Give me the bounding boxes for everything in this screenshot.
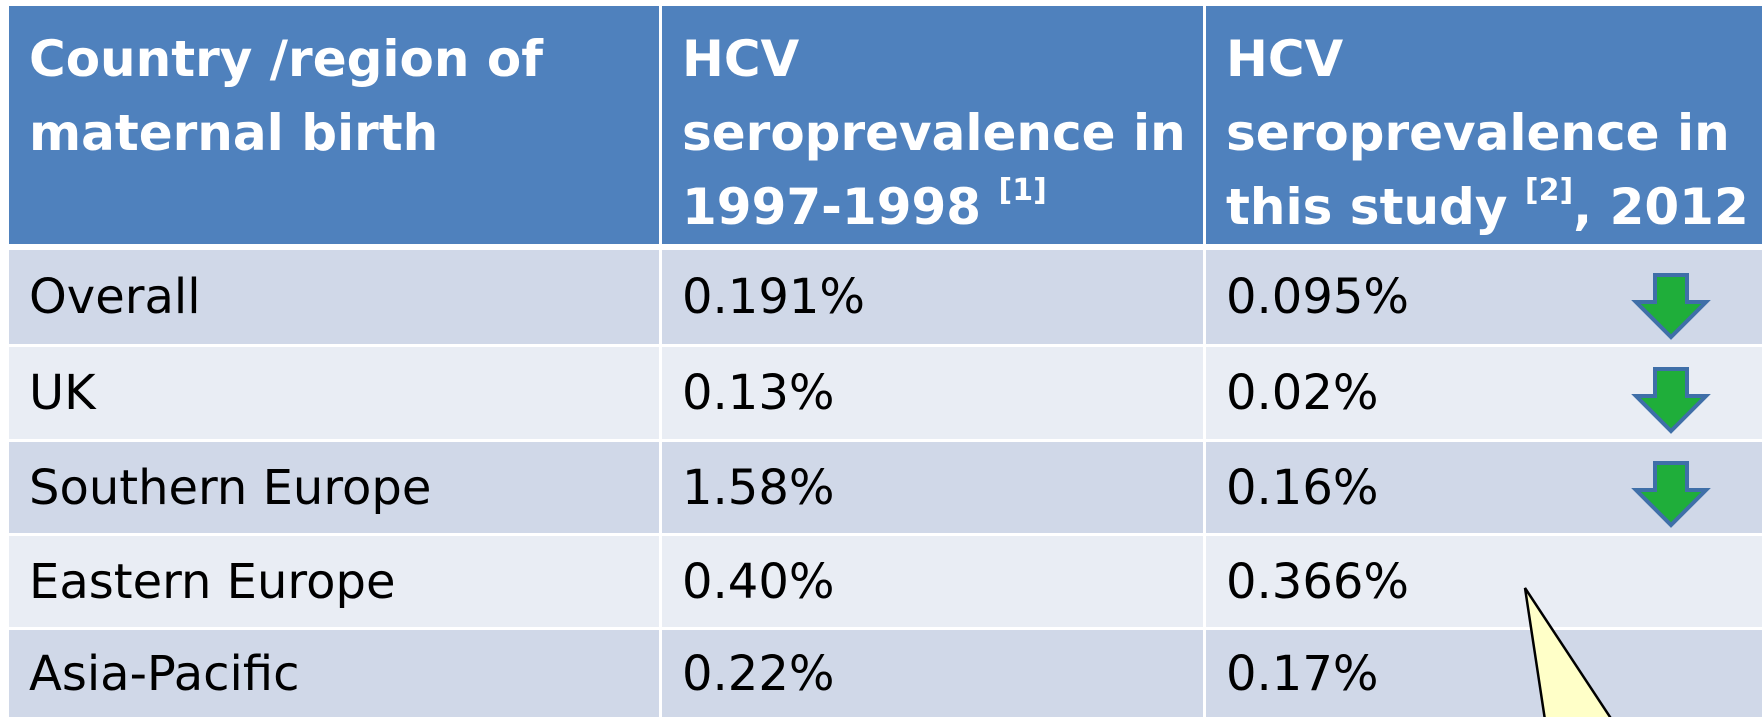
- header-text: maternal birth: [29, 104, 439, 162]
- header-line: HCV: [682, 22, 1203, 96]
- header-line: this study [2], 2012: [1226, 170, 1762, 244]
- table-cell: 0.13%: [662, 347, 1203, 439]
- table-cell: 0.366%: [1206, 536, 1762, 627]
- header-cell: HCV seroprevalence in this study [2], 2012: [1206, 6, 1762, 244]
- down-arrow: [1631, 273, 1711, 340]
- header-line: maternal birth: [29, 96, 659, 170]
- header-text: HCV: [682, 30, 800, 88]
- header-line: seroprevalence in: [1226, 96, 1762, 170]
- table-cell: Southern Europe: [9, 442, 659, 533]
- table-cell: 1.58%: [662, 442, 1203, 533]
- table-cell: 0.17%: [1206, 630, 1762, 717]
- header-text: , 2012: [1573, 178, 1749, 236]
- table-cell: UK: [9, 347, 659, 439]
- header-cell: Country /region of maternal birth: [9, 6, 659, 244]
- table-cell: 0.191%: [662, 250, 1203, 344]
- table-cell: Eastern Europe: [9, 536, 659, 627]
- down-arrow: [1631, 461, 1711, 528]
- table-cell: Asia-Pacific: [9, 630, 659, 717]
- reference: [2]: [1524, 173, 1574, 208]
- header-text: HCV: [1226, 30, 1344, 88]
- table-cell: 0.40%: [662, 536, 1203, 627]
- header-line: 1997-1998 [1]: [682, 170, 1203, 244]
- down-arrow: [1631, 367, 1711, 434]
- table-cell: Overall: [9, 250, 659, 344]
- header-line: HCV: [1226, 22, 1762, 96]
- table-cell: 0.22%: [662, 630, 1203, 717]
- reference: [1]: [998, 173, 1047, 208]
- header-line: Country /region of: [29, 22, 659, 96]
- header-cell: HCV seroprevalence in 1997-1998 [1]: [662, 6, 1203, 244]
- header-text: 1997-1998: [682, 178, 982, 236]
- header-line: seroprevalence in: [682, 96, 1203, 170]
- header-text: this study: [1226, 178, 1508, 236]
- down-arrows: [1631, 273, 1711, 528]
- header-text: seroprevalence in: [1226, 104, 1730, 162]
- callout: [1523, 587, 1612, 717]
- header-text: Country /region of: [29, 30, 544, 88]
- header-text: seroprevalence in: [682, 104, 1186, 162]
